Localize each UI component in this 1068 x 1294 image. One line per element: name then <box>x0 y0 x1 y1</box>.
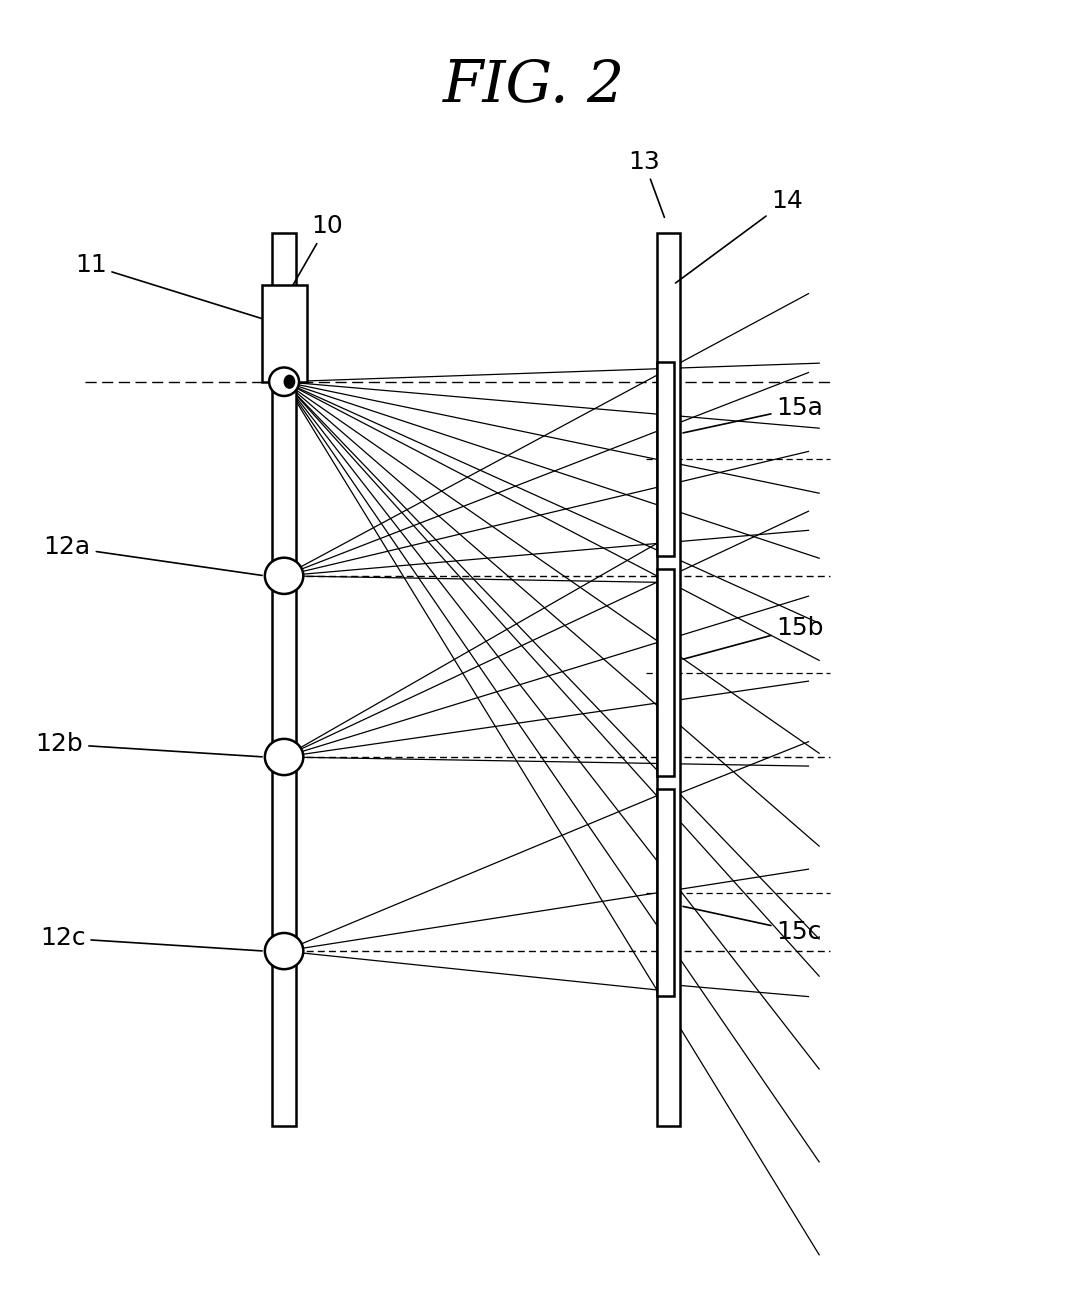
Text: 10: 10 <box>290 215 343 289</box>
Ellipse shape <box>265 558 303 594</box>
Text: FIG. 2: FIG. 2 <box>443 58 625 115</box>
Text: 12c: 12c <box>40 927 262 951</box>
Ellipse shape <box>283 375 295 388</box>
Bar <box>262 285 307 382</box>
Text: 12a: 12a <box>44 536 262 576</box>
Text: 12b: 12b <box>35 732 262 757</box>
Ellipse shape <box>265 739 303 775</box>
Text: 13: 13 <box>628 150 664 217</box>
Bar <box>657 233 680 1126</box>
Ellipse shape <box>265 933 303 969</box>
Text: 15c: 15c <box>684 906 821 943</box>
Bar <box>657 362 674 556</box>
Text: 15b: 15b <box>684 616 823 659</box>
Bar <box>272 233 296 1126</box>
Ellipse shape <box>269 367 299 396</box>
Bar <box>657 789 674 996</box>
Text: 11: 11 <box>75 254 276 322</box>
Text: 15a: 15a <box>684 396 823 433</box>
Bar <box>657 569 674 776</box>
Text: 14: 14 <box>675 189 803 283</box>
